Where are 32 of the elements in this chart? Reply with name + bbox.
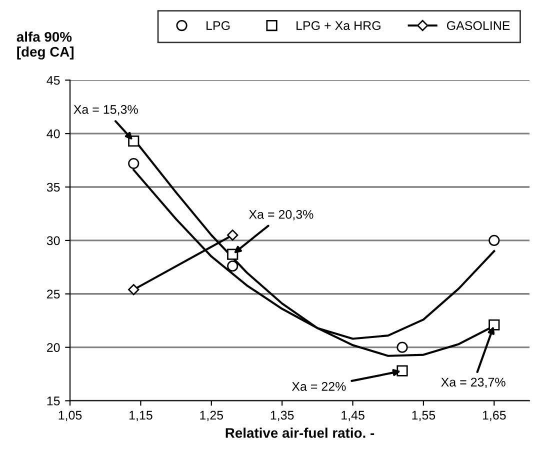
point xyxy=(396,365,408,376)
x-tick-label: 1,35 xyxy=(270,410,294,422)
x-tick-label: 1,05 xyxy=(58,410,82,422)
annotation: Xa = 15,3% xyxy=(74,105,138,116)
x-tick-label: 1,45 xyxy=(342,410,364,422)
annotation: Xa = 23,7% xyxy=(441,378,506,388)
y-tick-label: 15 xyxy=(47,396,60,406)
legend-label: GASOLINE xyxy=(446,21,510,30)
y-tick-label: 30 xyxy=(46,236,60,246)
point xyxy=(396,342,408,353)
legend-label: LPG + Xa HRG xyxy=(296,21,380,30)
x-axis-title: Relative air-fuel ratio. - xyxy=(226,428,374,438)
x-tick-label: 1,55 xyxy=(412,410,436,422)
point xyxy=(227,260,238,272)
annotation: Xa = 20,3% xyxy=(249,210,314,220)
point xyxy=(227,248,238,260)
x-tick-label: 1,65 xyxy=(482,410,506,422)
x-tick-label: 1,25 xyxy=(200,410,224,422)
y-tick-label: 45 xyxy=(46,76,60,85)
y-tick-label: 25 xyxy=(47,290,60,299)
x-tick-label: 1,15 xyxy=(129,410,152,422)
legend-label: LPG xyxy=(206,21,230,30)
point xyxy=(128,284,140,296)
point xyxy=(488,319,500,330)
point xyxy=(226,230,238,241)
annotation: Xa = 22% xyxy=(292,382,346,391)
y-tick-label: 40 xyxy=(46,129,60,138)
y-tick-label: 20 xyxy=(47,343,60,352)
y-tick-label: 35 xyxy=(46,182,60,192)
y-axis-title: alfa 90% [deg CA] xyxy=(16,32,74,60)
point xyxy=(488,234,500,246)
point xyxy=(128,158,140,170)
